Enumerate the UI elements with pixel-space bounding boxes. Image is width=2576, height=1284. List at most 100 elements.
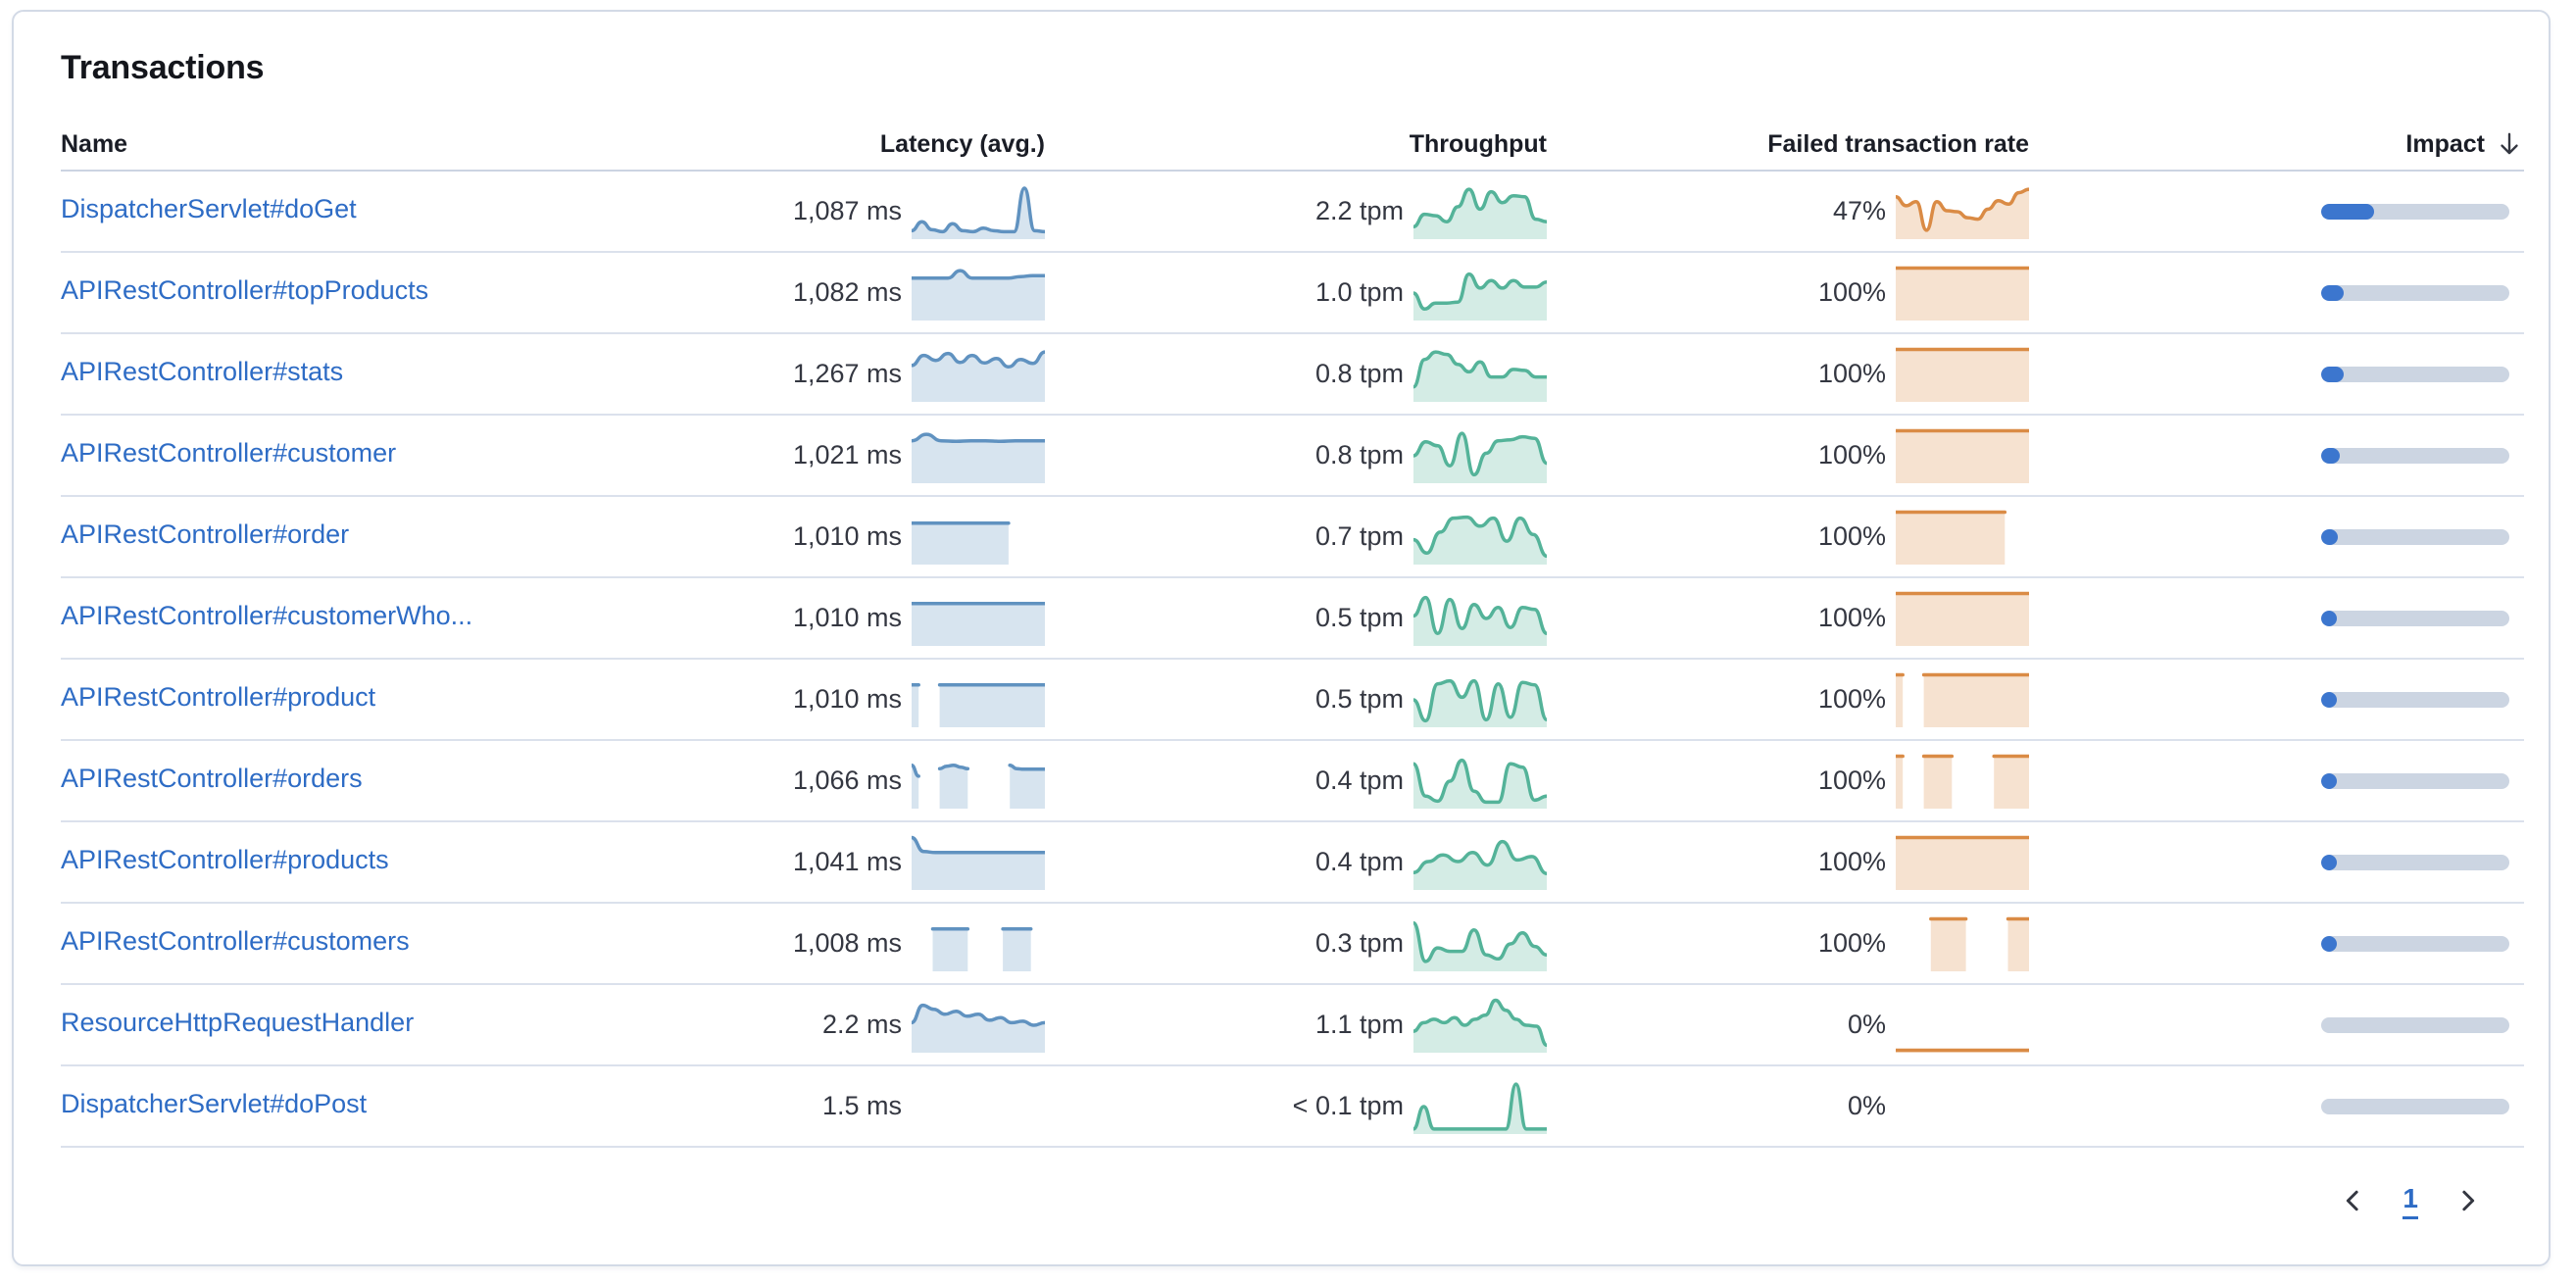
throughput-cell: 0.4 tpm: [1045, 835, 1547, 890]
throughput-sparkline: [1413, 672, 1547, 727]
throughput-sparkline: [1413, 266, 1547, 321]
failed-rate-cell: 100%: [1547, 835, 2029, 890]
latency-cell: 2.2 ms: [578, 998, 1045, 1053]
table-row: ResourceHttpRequestHandler 2.2 ms 1.1 tp…: [61, 985, 2524, 1066]
column-header-impact-label: Impact: [2405, 129, 2485, 158]
latency-sparkline: [912, 347, 1045, 402]
name-cell: ResourceHttpRequestHandler: [61, 1008, 578, 1043]
transaction-link[interactable]: APIRestController#topProducts: [61, 274, 429, 305]
throughput-cell: 1.1 tpm: [1045, 998, 1547, 1053]
throughput-sparkline: [1413, 428, 1547, 483]
failed-rate-value: 100%: [1817, 521, 1886, 551]
transaction-link[interactable]: APIRestController#customerWho...: [61, 600, 473, 630]
impact-cell: [2029, 1016, 2524, 1033]
latency-cell: 1,010 ms: [578, 672, 1045, 727]
pagination-next-button[interactable]: [2448, 1181, 2487, 1220]
failed-rate-value: 100%: [1817, 684, 1886, 714]
throughput-cell: 0.5 tpm: [1045, 591, 1547, 646]
column-header-name[interactable]: Name: [61, 129, 128, 158]
failed-rate-cell: 47%: [1547, 184, 2029, 239]
impact-bar: [2321, 610, 2509, 626]
latency-cell: 1,021 ms: [578, 428, 1045, 483]
throughput-sparkline: [1413, 184, 1547, 239]
transaction-link[interactable]: APIRestController#customers: [61, 925, 410, 956]
impact-bar-fill: [2321, 366, 2345, 382]
impact-cell: [2029, 854, 2524, 870]
latency-cell: 1,267 ms: [578, 347, 1045, 402]
impact-bar: [2321, 1098, 2509, 1114]
failed-rate-sparkline: [1896, 266, 2029, 321]
latency-value: 1,010 ms: [792, 603, 902, 632]
latency-value: 1,041 ms: [792, 847, 902, 876]
table-body: DispatcherServlet#doGet 1,087 ms 2.2 tpm…: [61, 172, 2524, 1148]
pagination-page-1[interactable]: 1: [2403, 1183, 2418, 1219]
failed-rate-value: 100%: [1817, 359, 1886, 388]
column-header-impact[interactable]: Impact: [2029, 129, 2524, 159]
name-cell: APIRestController#customer: [61, 438, 578, 473]
failed-rate-cell: 100%: [1547, 591, 2029, 646]
name-cell: APIRestController#customers: [61, 926, 578, 962]
failed-rate-value: 100%: [1817, 277, 1886, 307]
failed-rate-cell: 100%: [1547, 916, 2029, 971]
impact-cell: [2029, 528, 2524, 545]
failed-rate-sparkline: [1896, 347, 2029, 402]
impact-bar: [2321, 447, 2509, 464]
failed-rate-sparkline: [1896, 510, 2029, 565]
table-row: APIRestController#customerWho... 1,010 m…: [61, 578, 2524, 660]
chevron-right-icon: [2462, 1190, 2475, 1211]
impact-bar: [2321, 1016, 2509, 1033]
transaction-link[interactable]: APIRestController#orders: [61, 763, 363, 793]
failed-rate-value: 100%: [1817, 440, 1886, 469]
throughput-sparkline: [1413, 998, 1547, 1053]
impact-bar: [2321, 528, 2509, 545]
latency-value: 1,008 ms: [792, 928, 902, 958]
sort-descending-icon: [2495, 129, 2524, 159]
column-header-throughput[interactable]: Throughput: [1409, 129, 1547, 158]
latency-value: 2.2 ms: [821, 1010, 902, 1039]
table-row: APIRestController#orders 1,066 ms 0.4 tp…: [61, 741, 2524, 822]
transaction-link[interactable]: APIRestController#product: [61, 681, 376, 712]
table-row: APIRestController#customer 1,021 ms 0.8 …: [61, 416, 2524, 497]
impact-bar-fill: [2321, 935, 2337, 952]
latency-sparkline: [912, 428, 1045, 483]
throughput-cell: 0.4 tpm: [1045, 754, 1547, 809]
failed-rate-cell: 0%: [1547, 998, 2029, 1053]
table-row: APIRestController#stats 1,267 ms 0.8 tpm…: [61, 334, 2524, 416]
name-cell: APIRestController#products: [61, 845, 578, 880]
failed-rate-cell: 100%: [1547, 428, 2029, 483]
throughput-sparkline: [1413, 835, 1547, 890]
transaction-link[interactable]: DispatcherServlet#doPost: [61, 1088, 368, 1118]
table-row: APIRestController#order 1,010 ms 0.7 tpm…: [61, 497, 2524, 578]
latency-sparkline: [912, 672, 1045, 727]
column-header-latency[interactable]: Latency (avg.): [879, 129, 1045, 158]
transaction-link[interactable]: APIRestController#stats: [61, 356, 344, 386]
transaction-link[interactable]: APIRestController#order: [61, 519, 350, 549]
throughput-sparkline: [1413, 510, 1547, 565]
transaction-link[interactable]: DispatcherServlet#doGet: [61, 193, 357, 223]
throughput-cell: 0.3 tpm: [1045, 916, 1547, 971]
failed-rate-sparkline: [1896, 591, 2029, 646]
throughput-value: 2.2 tpm: [1314, 196, 1404, 225]
latency-cell: 1,082 ms: [578, 266, 1045, 321]
impact-bar: [2321, 772, 2509, 789]
name-cell: APIRestController#topProducts: [61, 275, 578, 311]
failed-rate-cell: 100%: [1547, 347, 2029, 402]
throughput-sparkline: [1413, 754, 1547, 809]
impact-cell: [2029, 1098, 2524, 1114]
transaction-link[interactable]: APIRestController#customer: [61, 437, 397, 468]
column-header-failed-rate[interactable]: Failed transaction rate: [1767, 129, 2029, 158]
pagination-prev-button[interactable]: [2334, 1181, 2373, 1220]
transaction-link[interactable]: ResourceHttpRequestHandler: [61, 1007, 415, 1037]
failed-rate-value: 100%: [1817, 928, 1886, 958]
name-cell: DispatcherServlet#doGet: [61, 194, 578, 229]
transaction-link[interactable]: APIRestController#products: [61, 844, 389, 874]
throughput-cell: 2.2 tpm: [1045, 184, 1547, 239]
name-cell: APIRestController#product: [61, 682, 578, 717]
throughput-cell: 1.0 tpm: [1045, 266, 1547, 321]
impact-cell: [2029, 610, 2524, 626]
table-row: APIRestController#topProducts 1,082 ms 1…: [61, 253, 2524, 334]
impact-bar-fill: [2321, 772, 2337, 789]
impact-bar: [2321, 691, 2509, 708]
latency-cell: 1,008 ms: [578, 916, 1045, 971]
failed-rate-sparkline: [1896, 184, 2029, 239]
